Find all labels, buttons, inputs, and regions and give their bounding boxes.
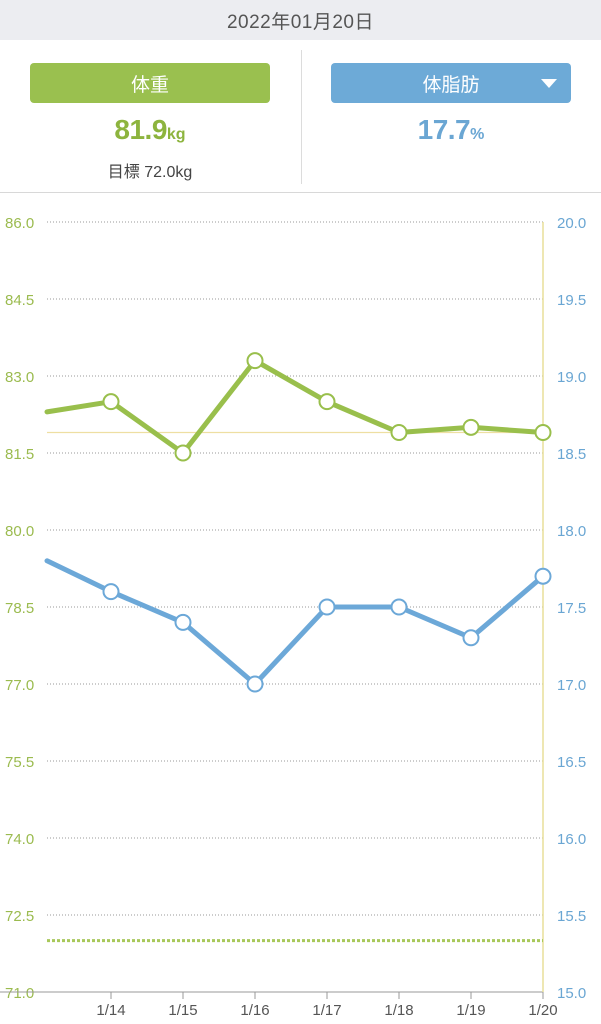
y-tick-label-right: 20.0 xyxy=(557,215,586,232)
y-tick-label-left: 80.0 xyxy=(5,523,34,540)
weight-tab-label: 体重 xyxy=(130,74,169,96)
body-fat-data-point xyxy=(174,613,192,631)
x-tick-label: 1/18 xyxy=(384,1002,413,1019)
weight-data-point xyxy=(462,418,480,436)
x-tick-label: 1/20 xyxy=(528,1002,557,1019)
body-fat-data-point xyxy=(462,629,480,647)
body-fat-unit: % xyxy=(470,126,485,143)
y-tick-label-left: 75.5 xyxy=(5,754,34,771)
weight-unit: kg xyxy=(166,126,186,143)
body-fat-data-point xyxy=(390,598,408,616)
body-fat-data-point xyxy=(102,583,120,601)
weight-value: 81.9kg xyxy=(30,114,270,146)
weight-fat-chart: 86.0 20.0 84.5 19.5 83.0 19.0 81.5 18.5 80.0 18.0… xyxy=(0,215,586,1019)
y-tick-label-left: 72.5 xyxy=(5,908,34,925)
weight-data-point xyxy=(246,352,264,370)
y-tick-label-left: 86.0 xyxy=(5,215,34,232)
weight-data-point xyxy=(174,444,192,462)
weight-tab-button[interactable]: 体重 xyxy=(30,63,270,103)
goal-weight-text: 目標 72.0kg xyxy=(107,164,193,181)
body-fat-series-line xyxy=(44,558,546,687)
y-tick-label-right: 19.5 xyxy=(557,292,586,309)
y-tick-label-left: 83.0 xyxy=(5,369,34,386)
y-tick-label-left: 71.0 xyxy=(5,985,34,1002)
weight-data-point xyxy=(534,423,552,441)
y-tick-label-left: 84.5 xyxy=(5,292,34,309)
y-tick-label-right: 16.5 xyxy=(557,754,586,771)
y-tick-label-right: 15.0 xyxy=(557,985,586,1002)
y-tick-label-right: 16.0 xyxy=(557,831,586,848)
body-fat-dropdown-button[interactable]: 体脂肪 xyxy=(331,63,571,103)
body-fat-data-point xyxy=(534,567,552,585)
date-bar: 2022年01月20日 xyxy=(0,0,601,40)
x-tick-label: 1/14 xyxy=(96,1002,125,1019)
body-fat-tab-label: 体脂肪 xyxy=(422,74,480,96)
header-divider xyxy=(301,50,302,184)
y-tick-label-left: 81.5 xyxy=(5,446,34,463)
weight-data-point xyxy=(390,423,408,441)
weight-data-point xyxy=(318,393,336,411)
x-tick-label: 1/17 xyxy=(312,1002,341,1019)
body-fat-data-point xyxy=(246,675,264,693)
y-tick-label-left: 77.0 xyxy=(5,677,34,694)
y-tick-label-right: 18.5 xyxy=(557,446,586,463)
y-tick-label-right: 17.0 xyxy=(557,677,586,694)
y-tick-label-right: 17.5 xyxy=(557,600,586,617)
y-tick-label-right: 19.0 xyxy=(557,369,586,386)
body-fat-data-point xyxy=(318,598,336,616)
body-fat-number: 17.7 xyxy=(417,114,471,145)
y-tick-label-right: 18.0 xyxy=(557,523,586,540)
weight-series-line xyxy=(44,358,546,456)
weight-number: 81.9 xyxy=(114,114,167,145)
y-tick-label-right: 15.5 xyxy=(557,908,586,925)
x-tick-label: 1/19 xyxy=(456,1002,485,1019)
x-tick-label: 1/15 xyxy=(168,1002,197,1019)
date-label: 2022年01月20日 xyxy=(226,11,375,33)
body-fat-value: 17.7% xyxy=(331,114,571,146)
summary-header: 体重 81.9kg 目標 72.0kg 体脂肪 17.7% xyxy=(0,40,601,193)
chevron-down-icon xyxy=(541,79,557,88)
weight-data-point xyxy=(102,393,120,411)
y-tick-label-left: 78.5 xyxy=(5,600,34,617)
y-tick-label-left: 74.0 xyxy=(5,831,34,848)
x-tick-label: 1/16 xyxy=(240,1002,269,1019)
